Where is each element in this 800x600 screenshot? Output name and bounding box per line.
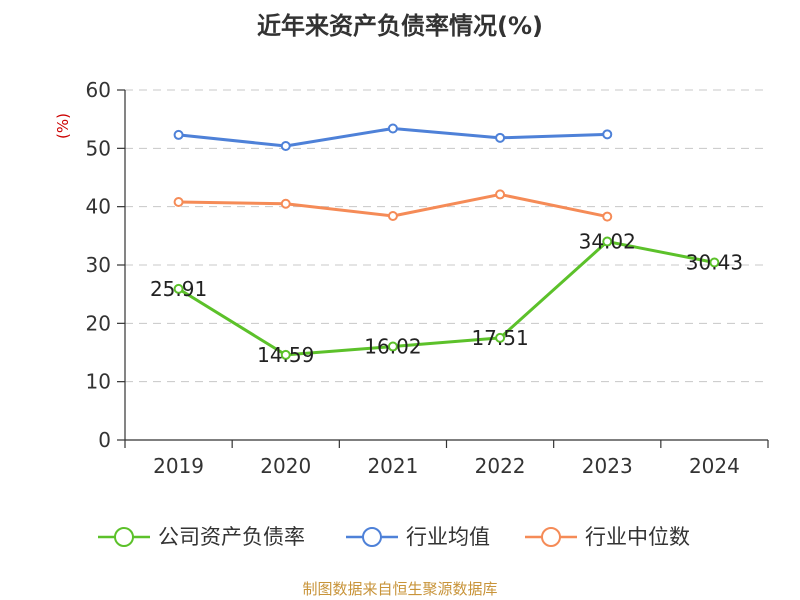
y-tick-label: 50 (86, 136, 111, 160)
data-point (709, 257, 720, 268)
x-tick-label: 2023 (582, 454, 633, 478)
data-point (173, 129, 184, 140)
legend: 公司资产负债率 行业均值 行业中位数 (98, 525, 690, 549)
chart-title: 近年来资产负债率情况(%) (257, 12, 543, 40)
data-point (387, 123, 398, 134)
legend-swatch-marker (362, 527, 382, 547)
y-axis-unit: (%) (54, 113, 72, 139)
data-label: 17.51 (471, 326, 528, 350)
x-tick-label: 2021 (367, 454, 418, 478)
data-point (387, 211, 398, 221)
data-point (602, 129, 613, 140)
legend-label: 公司资产负债率 (158, 525, 305, 549)
data-point (495, 132, 506, 143)
y-tick-label: 10 (86, 370, 111, 394)
data-point (280, 349, 291, 360)
data-label: 30.43 (686, 250, 743, 274)
y-tick-label: 40 (86, 195, 111, 219)
data-labels: 25.91 14.59 16.02 17.51 34.02 30.43 (150, 230, 743, 367)
data-point (387, 341, 398, 352)
y-tick-label: 0 (98, 428, 111, 452)
legend-label: 行业均值 (406, 525, 490, 549)
series-line-0 (177, 240, 715, 357)
data-point (602, 211, 613, 222)
source-note: 制图数据来自恒生聚源数据库 (302, 580, 497, 598)
data-label: 34.02 (579, 230, 636, 254)
y-tick-label: 20 (86, 311, 111, 335)
axes: 0 10 20 30 40 50 60 2019 2020 2021 2022 2023 2024 (86, 78, 769, 478)
y-tick-label: 30 (86, 253, 111, 277)
data-label: 16.02 (364, 335, 421, 359)
data-point (495, 332, 506, 343)
x-tick-label: 2019 (153, 454, 204, 478)
data-label: 14.59 (257, 343, 314, 367)
legend-label: 行业中位数 (585, 525, 690, 549)
x-tick-label: 2022 (475, 454, 526, 478)
data-point (602, 236, 613, 247)
grid-lines (125, 89, 768, 383)
x-tick-label: 2020 (260, 454, 311, 478)
data-point (173, 283, 184, 294)
legend-swatch-marker (114, 527, 134, 547)
data-point (173, 197, 184, 207)
x-tick-label: 2024 (689, 454, 740, 478)
data-label: 25.91 (150, 277, 207, 301)
legend-swatch-marker (541, 527, 561, 547)
series-lines (173, 123, 720, 360)
data-point (280, 198, 291, 209)
data-point (495, 189, 506, 200)
data-point (280, 141, 291, 151)
y-tick-label: 60 (86, 78, 111, 102)
